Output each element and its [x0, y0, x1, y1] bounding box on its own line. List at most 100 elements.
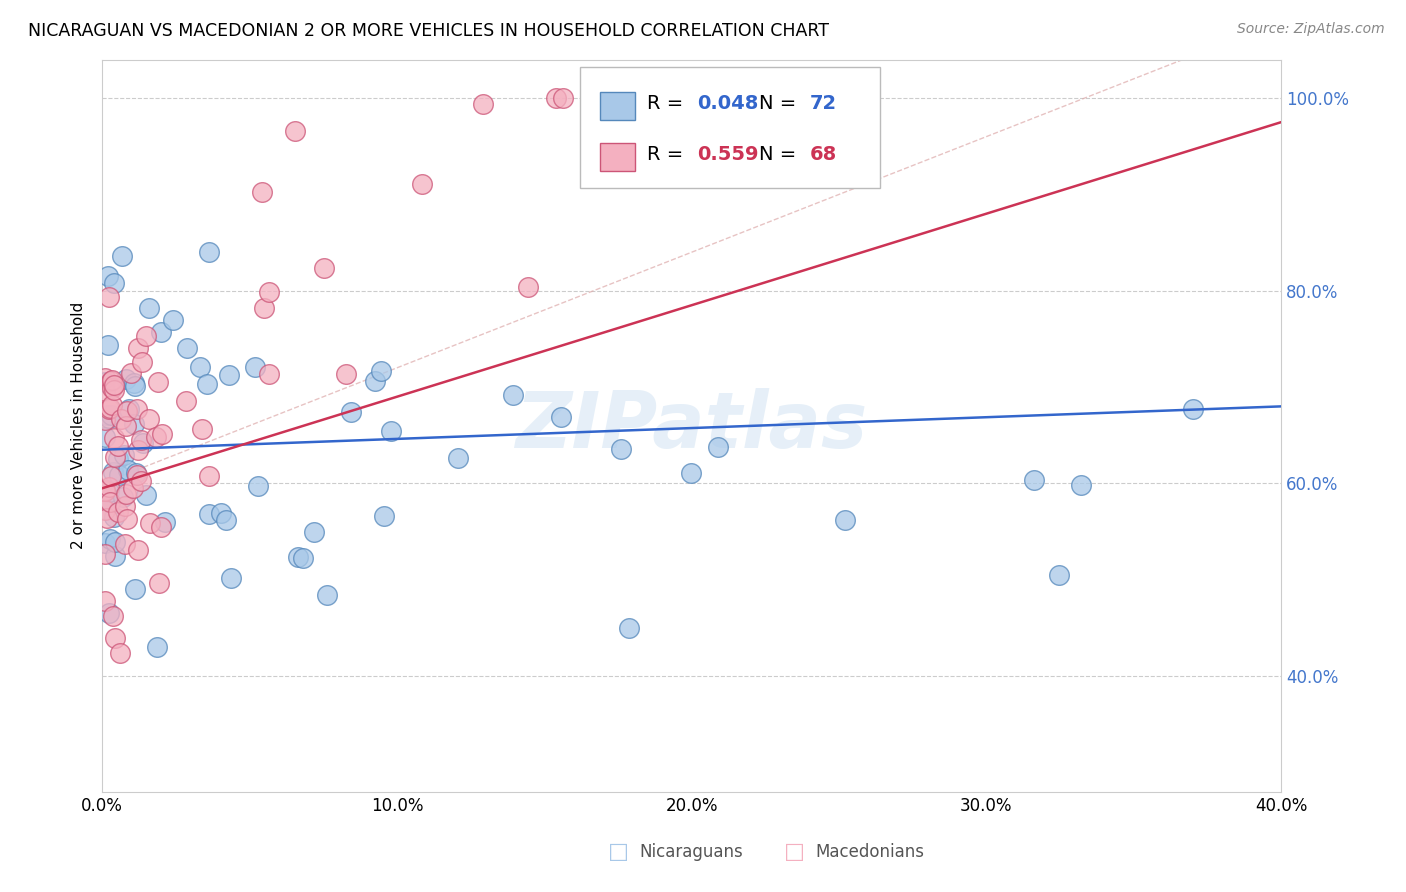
Point — [124, 582, 146, 596]
Point — [681, 466, 703, 480]
Text: 0.048: 0.048 — [697, 94, 759, 113]
Point — [1181, 401, 1204, 416]
Point — [94, 413, 117, 427]
Point — [100, 374, 122, 388]
Point — [115, 512, 138, 526]
Point — [97, 493, 120, 508]
Text: Nicaraguans: Nicaraguans — [640, 843, 744, 861]
Text: Source: ZipAtlas.com: Source: ZipAtlas.com — [1237, 22, 1385, 37]
Point — [553, 91, 575, 105]
Point — [257, 367, 280, 381]
Point — [127, 442, 149, 457]
Text: R =: R = — [647, 145, 689, 164]
Text: □: □ — [609, 842, 628, 862]
Point — [111, 490, 134, 504]
Point — [98, 290, 121, 304]
Point — [94, 488, 117, 502]
Point — [104, 549, 127, 563]
Point — [138, 301, 160, 315]
Text: NICARAGUAN VS MACEDONIAN 2 OR MORE VEHICLES IN HOUSEHOLD CORRELATION CHART: NICARAGUAN VS MACEDONIAN 2 OR MORE VEHIC… — [28, 22, 830, 40]
Point — [94, 384, 117, 398]
FancyBboxPatch shape — [599, 143, 636, 171]
Point — [101, 373, 124, 387]
Point — [98, 606, 121, 620]
Point — [124, 379, 146, 393]
Point — [127, 467, 149, 482]
Point — [145, 430, 167, 444]
Point — [139, 516, 162, 530]
Point — [125, 402, 148, 417]
Point — [115, 372, 138, 386]
Point — [120, 366, 142, 380]
Point — [339, 405, 361, 419]
Text: ZIPatlas: ZIPatlas — [516, 388, 868, 464]
Point — [148, 375, 170, 389]
Point — [94, 536, 117, 550]
Point — [250, 185, 273, 199]
Point — [246, 479, 269, 493]
Point — [112, 448, 135, 462]
Point — [94, 483, 117, 498]
Point — [108, 646, 131, 660]
Point — [121, 481, 143, 495]
Point — [335, 367, 357, 381]
Text: 72: 72 — [810, 94, 837, 113]
Point — [98, 401, 121, 415]
Point — [94, 375, 117, 389]
Point — [94, 491, 117, 505]
Point — [218, 368, 240, 382]
Point — [94, 594, 117, 608]
Point — [706, 440, 728, 454]
Point — [287, 549, 309, 564]
Text: 0.559: 0.559 — [697, 145, 759, 164]
Point — [98, 532, 121, 546]
Point — [103, 509, 125, 524]
Point — [209, 506, 232, 520]
Y-axis label: 2 or more Vehicles in Household: 2 or more Vehicles in Household — [72, 302, 86, 549]
Point — [253, 301, 276, 316]
Point — [127, 341, 149, 355]
Point — [97, 337, 120, 351]
Point — [97, 401, 120, 416]
Point — [94, 429, 117, 443]
Point — [94, 483, 117, 498]
Point — [135, 329, 157, 343]
Point — [502, 388, 524, 402]
Point — [198, 468, 221, 483]
Point — [447, 450, 470, 465]
Text: 68: 68 — [810, 145, 837, 164]
Point — [104, 534, 127, 549]
Point — [114, 499, 136, 513]
Point — [100, 468, 122, 483]
Point — [257, 285, 280, 299]
Point — [98, 411, 121, 425]
Point — [292, 550, 315, 565]
Point — [107, 505, 129, 519]
Point — [162, 313, 184, 327]
Point — [117, 402, 139, 417]
Point — [380, 424, 402, 438]
Point — [176, 341, 198, 355]
Point — [132, 435, 155, 450]
Point — [131, 355, 153, 369]
Point — [94, 547, 117, 561]
Point — [104, 450, 127, 464]
Point — [101, 608, 124, 623]
Point — [101, 381, 124, 395]
Point — [96, 408, 118, 422]
Text: N =: N = — [759, 145, 803, 164]
FancyBboxPatch shape — [579, 67, 880, 187]
Point — [103, 431, 125, 445]
Point — [107, 451, 129, 466]
Point — [111, 249, 134, 263]
Point — [195, 376, 218, 391]
Text: Macedonians: Macedonians — [815, 843, 925, 861]
Point — [135, 488, 157, 502]
Point — [94, 502, 117, 516]
Point — [312, 260, 335, 275]
Point — [104, 631, 127, 645]
Point — [124, 376, 146, 391]
Point — [124, 466, 146, 480]
Point — [107, 467, 129, 482]
Point — [100, 408, 122, 422]
